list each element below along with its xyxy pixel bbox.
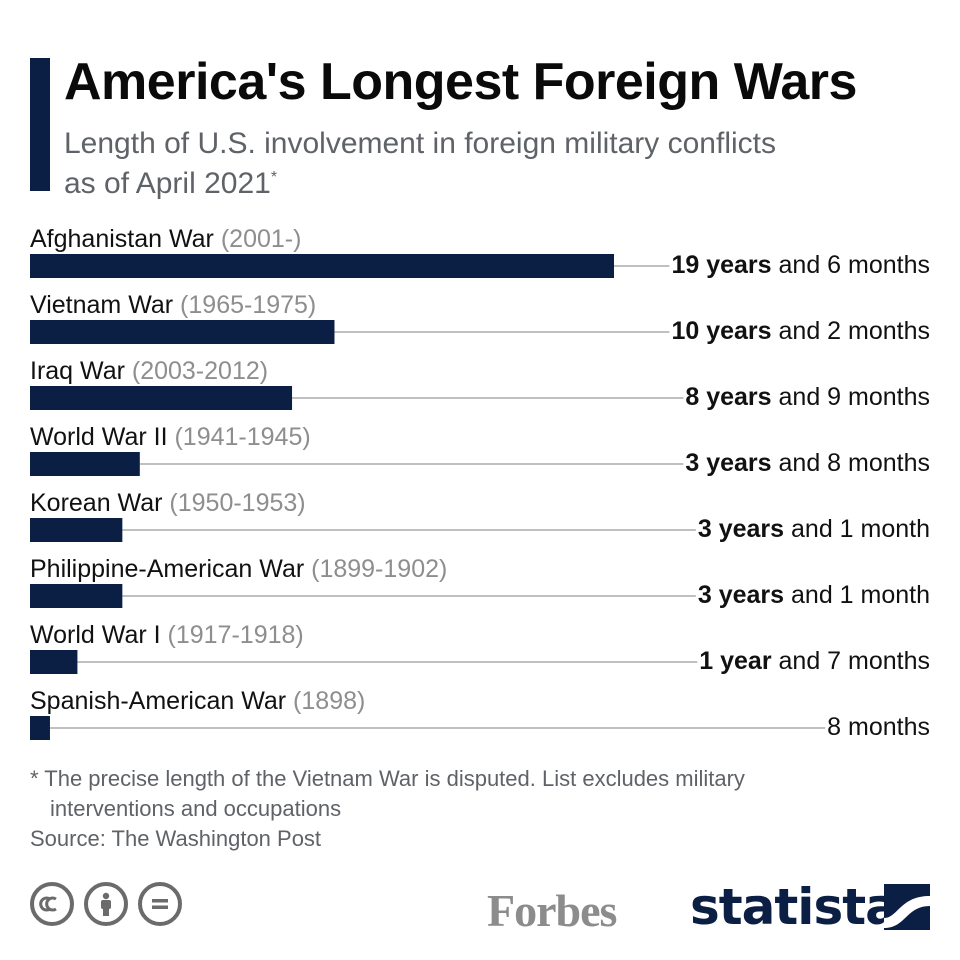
value-label-rest: and 1 month [784, 515, 930, 543]
bar [30, 452, 140, 476]
title-accent-bar [30, 58, 50, 191]
attribution-icon[interactable] [84, 882, 128, 926]
bar-row: Korean War (1950-1953) 3 years and 1 mont… [30, 489, 930, 543]
bar [30, 584, 123, 608]
category-name: Afghanistan War [30, 225, 214, 253]
bar [30, 518, 123, 542]
page-subtitle: Length of U.S. involvement in foreign mi… [64, 124, 784, 204]
value-label: 3 years and 8 months [685, 449, 930, 477]
value-label-rest: and 6 months [772, 251, 930, 279]
category-name: Philippine-American War [30, 555, 304, 583]
value-label-bold: 3 years [685, 449, 771, 477]
bar [30, 320, 335, 344]
category-label: Spanish-American War (1898) [30, 687, 365, 715]
category-years: (2003-2012) [125, 357, 268, 385]
bar [30, 650, 78, 674]
category-name: Spanish-American War [30, 687, 286, 715]
category-years: (1950-1953) [162, 489, 305, 517]
bar-row: Vietnam War (1965-1975) 10 years and 2 mo… [30, 291, 930, 345]
forbes-logo: Forbes [487, 885, 617, 936]
category-name: World War I [30, 621, 161, 649]
value-label: 8 months [827, 713, 930, 741]
statista-mark-icon [884, 884, 930, 930]
value-label: 10 years and 2 months [671, 317, 930, 345]
footnote: * The precise length of the Vietnam War … [30, 764, 890, 824]
bar [30, 254, 614, 278]
value-label-rest: 8 months [827, 713, 930, 741]
bar [30, 386, 293, 410]
category-label: Korean War (1950-1953) [30, 489, 306, 517]
value-label-rest: and 9 months [772, 383, 930, 411]
bar-row: Spanish-American War (1898) 8 months [30, 687, 930, 741]
value-label: 8 years and 9 months [685, 383, 930, 411]
bar-row: Afghanistan War (2001-) 19 years and 6 mo… [30, 225, 930, 279]
category-years: (1917-1918) [161, 621, 304, 649]
value-label-bold: 3 years [698, 515, 784, 543]
value-label: 3 years and 1 month [698, 581, 930, 609]
license-icons [30, 882, 182, 926]
category-name: Iraq War [30, 357, 125, 385]
value-label-bold: 3 years [698, 581, 784, 609]
category-name: Vietnam War [30, 291, 173, 319]
page-title: America's Longest Foreign Wars [64, 53, 857, 111]
cc-icon[interactable] [30, 882, 74, 926]
category-label: Afghanistan War (2001-) [30, 225, 301, 253]
value-label-rest: and 7 months [772, 647, 930, 675]
category-label: Vietnam War (1965-1975) [30, 291, 316, 319]
category-years: (1899-1902) [304, 555, 447, 583]
category-years: (1898) [286, 687, 365, 715]
bar-row: World War I (1917-1918) 1 year and 7 mont… [30, 621, 930, 675]
category-label: World War I (1917-1918) [30, 621, 304, 649]
value-label-rest: and 1 month [784, 581, 930, 609]
bar-row: Philippine-American War (1899-1902) 3 yea… [30, 555, 930, 609]
footnote-line-2: interventions and occupations [50, 796, 342, 821]
category-years: (1965-1975) [173, 291, 316, 319]
value-label: 19 years and 6 months [671, 251, 930, 279]
value-label: 3 years and 1 month [698, 515, 930, 543]
category-label: World War II (1941-1945) [30, 423, 311, 451]
category-years: (2001-) [214, 225, 302, 253]
value-label: 1 year and 7 months [699, 647, 930, 675]
bar-chart: Afghanistan War (2001-) 19 years and 6 mo… [30, 225, 930, 741]
value-label-bold: 8 years [685, 383, 771, 411]
source-note: Source: The Washington Post [30, 826, 322, 851]
bar [30, 716, 50, 740]
value-label-bold: 19 years [671, 251, 771, 279]
no-derivatives-icon[interactable] [138, 882, 182, 926]
category-name: World War II [30, 423, 168, 451]
statista-logo: statista [690, 878, 899, 936]
category-label: Philippine-American War (1899-1902) [30, 555, 447, 583]
subtitle-footnote-marker: * [270, 169, 278, 186]
bar-row: Iraq War (2003-2012) 8 years and 9 months [30, 357, 930, 411]
category-label: Iraq War (2003-2012) [30, 357, 268, 385]
category-name: Korean War [30, 489, 162, 517]
bar-row: World War II (1941-1945) 3 years and 8 mo… [30, 423, 930, 477]
value-label-bold: 1 year [699, 647, 772, 675]
footnote-line-1: * The precise length of the Vietnam War … [30, 766, 745, 791]
value-label-rest: and 8 months [772, 449, 930, 477]
value-label-rest: and 2 months [772, 317, 930, 345]
category-years: (1941-1945) [168, 423, 311, 451]
subtitle-text: Length of U.S. involvement in foreign mi… [64, 127, 776, 200]
value-label-bold: 10 years [671, 317, 771, 345]
